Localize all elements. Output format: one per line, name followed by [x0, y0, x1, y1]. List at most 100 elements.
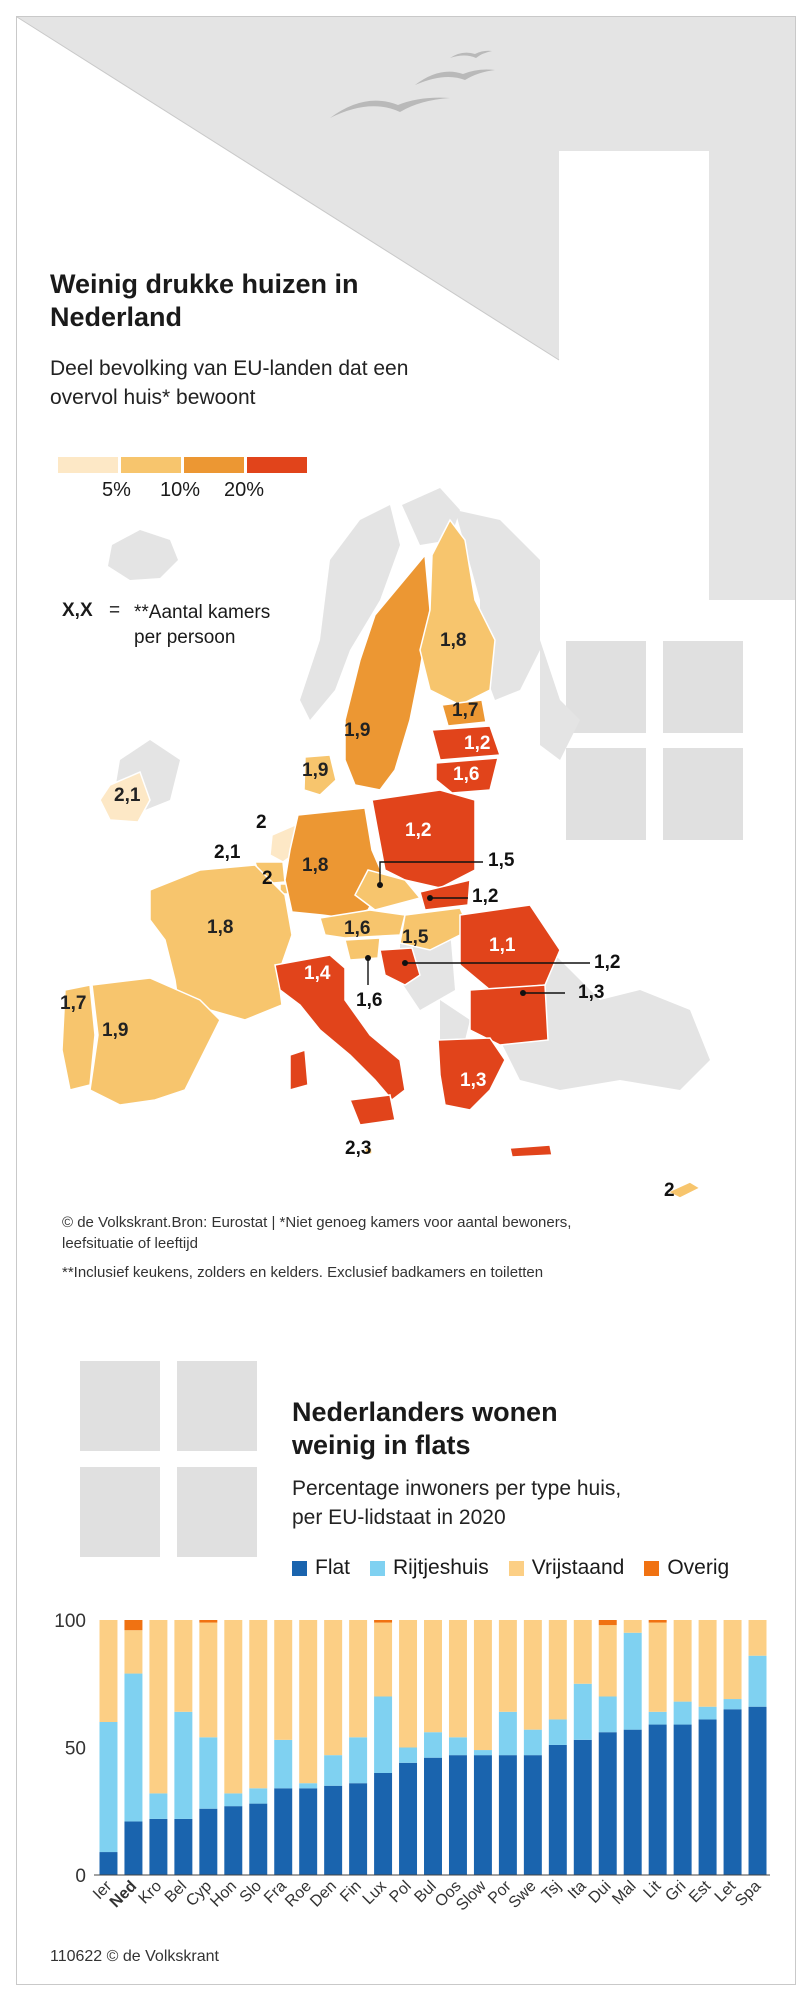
source-line3: **Inclusief keukens, zolders en kelders.… — [62, 1264, 544, 1281]
bar-segment-flat — [723, 1709, 742, 1875]
color-scale — [58, 457, 307, 473]
x-tick-label: Fin — [337, 1878, 365, 1906]
label-ee: 1,7 — [452, 700, 479, 721]
bar-segment-rijtjeshuis — [573, 1683, 592, 1740]
bar-segment-flat — [424, 1757, 442, 1875]
x-tick-label: Kro — [136, 1878, 166, 1908]
bar-segment-rijtjeshuis — [199, 1737, 218, 1809]
chart-title: Nederlanders wonen weinig in flats — [292, 1396, 558, 1462]
map-subtitle-line1: Deel bevolking van EU-landen dat een — [50, 357, 409, 380]
label-hu: 1,5 — [402, 927, 429, 948]
bar-segment-rijtjeshuis — [274, 1739, 293, 1789]
bar-segment-vrijstaand — [349, 1620, 368, 1738]
bar-segment-flat — [399, 1762, 418, 1875]
scale-swatch — [121, 457, 181, 473]
key-equals: = — [109, 600, 121, 621]
bar-segment-overig — [374, 1620, 393, 1623]
x-tick-label: Pol — [386, 1878, 414, 1906]
house-outline — [16, 16, 796, 1985]
key-line2: per persoon — [134, 627, 236, 648]
x-tick-label: Mal — [609, 1878, 639, 1908]
bar-segment-vrijstaand — [623, 1620, 642, 1633]
bar-segment-flat — [274, 1788, 293, 1875]
bar-segment-flat — [99, 1852, 118, 1875]
bar-segment-rijtjeshuis — [324, 1755, 343, 1786]
key-line1: **Aantal kamers — [134, 602, 271, 623]
window-pane — [566, 748, 646, 840]
legend-label: Rijtjeshuis — [393, 1556, 489, 1579]
bar-segment-flat — [199, 1808, 218, 1875]
bar-segment-flat — [324, 1785, 343, 1875]
x-tick-label: Lit — [641, 1877, 665, 1901]
legend-label: Vrijstaand — [531, 1556, 625, 1579]
label-ro: 1,1 — [489, 935, 516, 956]
bar-segment-flat — [224, 1806, 243, 1875]
bar-segment-flat — [648, 1724, 667, 1875]
label-be: 2,1 — [214, 842, 241, 863]
bar-segment-flat — [673, 1724, 692, 1875]
label-cz: 1,5 — [488, 850, 515, 871]
x-tick-label: Roe — [282, 1878, 315, 1911]
bar-segment-rijtjeshuis — [399, 1747, 418, 1763]
country-ie — [99, 770, 151, 823]
legend-label: Flat — [315, 1556, 351, 1579]
label-nl: 2 — [256, 812, 267, 833]
label-se: 1,9 — [344, 720, 371, 741]
chart-subtitle-line2: per EU-lidstaat in 2020 — [292, 1506, 506, 1529]
house-roof — [16, 16, 795, 600]
country-hu — [399, 907, 471, 951]
source-line1: © de Volkskrant.Bron: Eurostat | *Niet g… — [62, 1214, 572, 1231]
country-se — [344, 553, 431, 791]
country-hr — [379, 947, 421, 986]
label-mt: 2,3 — [345, 1138, 372, 1159]
label-de: 1,8 — [302, 855, 329, 876]
x-tick-label: Den — [307, 1878, 340, 1911]
bar-segment-flat — [523, 1755, 542, 1875]
bar-segment-vrijstaand — [698, 1620, 717, 1707]
bar-segment-rijtjeshuis — [548, 1719, 567, 1745]
leader-dots — [365, 882, 526, 996]
key-description: **Aantal kamers per persoon — [134, 600, 270, 650]
label-pt: 1,7 — [60, 993, 87, 1014]
legend-item-vrijstaand: Vrijstaand — [508, 1556, 625, 1580]
map-subtitle: Deel bevolking van EU-landen dat een ove… — [50, 354, 408, 412]
country-mt — [364, 1147, 373, 1155]
scale-swatch — [247, 457, 307, 473]
country-fi — [419, 518, 496, 706]
bar-segment-vrijstaand — [374, 1622, 393, 1697]
label-cy: 2 — [664, 1180, 675, 1201]
chart-legend: Flat Rijtjeshuis Vrijstaand Overig — [292, 1556, 729, 1580]
legend-swatch — [370, 1560, 386, 1576]
window-pane — [663, 641, 743, 733]
legend-label: Overig — [667, 1556, 730, 1579]
bar-segment-vrijstaand — [523, 1620, 542, 1730]
bar-segment-rijtjeshuis — [448, 1737, 467, 1756]
window-pane — [566, 641, 646, 733]
map-title: Weinig drukke huizen in Nederland — [50, 268, 359, 334]
x-tick-label: Slo — [237, 1878, 265, 1906]
x-tick-label: Gri — [662, 1878, 689, 1905]
bar-segment-rijtjeshuis — [623, 1632, 642, 1730]
europe-map — [61, 488, 710, 1199]
map-source: © de Volkskrant.Bron: Eurostat | *Niet g… — [62, 1212, 571, 1283]
label-ie: 2,1 — [114, 785, 141, 806]
country-it — [274, 954, 406, 1102]
bar-segment-vrijstaand — [723, 1620, 742, 1700]
bar-segment-vrijstaand — [274, 1620, 293, 1740]
bar-segment-rijtjeshuis — [523, 1729, 542, 1756]
bar-segment-rijtjeshuis — [698, 1706, 717, 1720]
country-fr — [149, 864, 293, 1021]
bar-segment-rijtjeshuis — [598, 1696, 617, 1733]
bar-segment-flat — [548, 1744, 567, 1875]
label-hr: 1,2 — [594, 952, 621, 973]
scale-swatch — [184, 457, 244, 473]
y-tick-label: 100 — [54, 1611, 86, 1632]
bar-segment-vrijstaand — [473, 1620, 492, 1751]
bar-segment-rijtjeshuis — [648, 1711, 667, 1725]
bird-icon — [330, 97, 450, 118]
country-gr-crete — [509, 1144, 553, 1158]
bar-segment-flat — [374, 1773, 393, 1875]
country-cz — [354, 869, 422, 911]
legend-item-rijtjeshuis: Rijtjeshuis — [370, 1556, 489, 1580]
bar-segment-overig — [598, 1620, 617, 1626]
